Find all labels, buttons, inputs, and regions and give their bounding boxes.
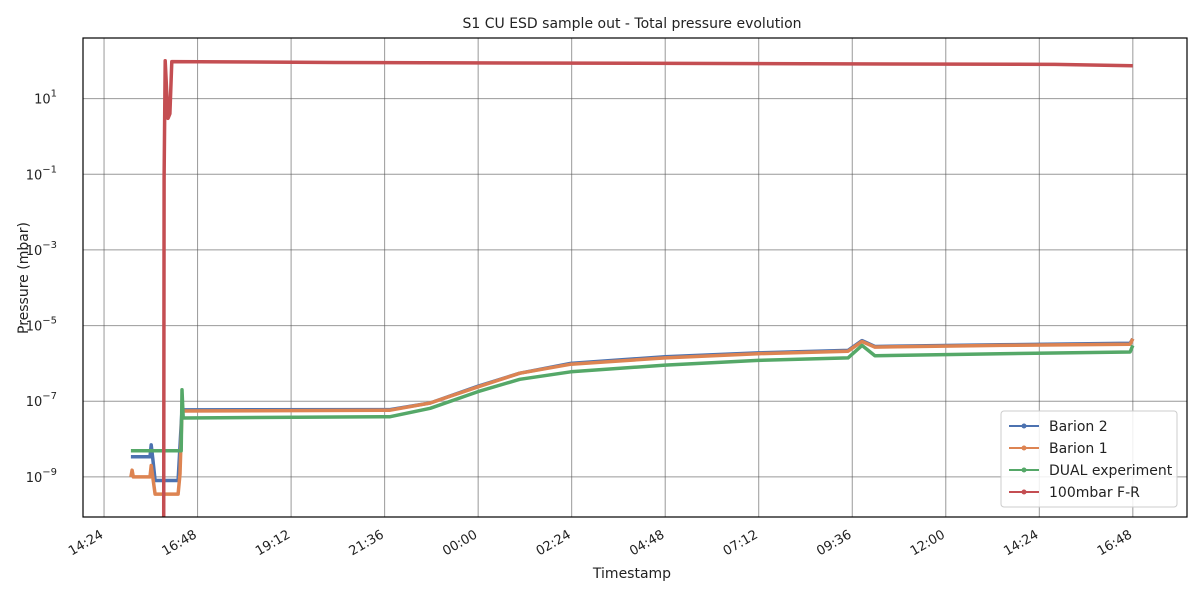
axes-frame (82, 37, 1188, 518)
y-tick-base: 10 (26, 244, 43, 259)
grid (83, 38, 1187, 517)
legend-marker (1021, 423, 1027, 429)
y-tick-exponent: −7 (42, 391, 57, 402)
y-tick-label: 10−7 (26, 391, 57, 410)
y-tick-exponent: −5 (42, 316, 57, 327)
legend-label: 100mbar F-R (1049, 485, 1140, 501)
x-tick-label: 16:48 (160, 527, 200, 559)
x-tick-label: 02:24 (534, 527, 574, 559)
x-tick-label: 07:12 (721, 527, 761, 559)
legend: Barion 2 Barion 1 DUAL experiment 100mbar F… (1000, 410, 1178, 508)
series-line (129, 337, 1135, 496)
x-tick-label: 21:36 (347, 527, 387, 559)
x-tick-label: 00:00 (440, 527, 480, 559)
y-tick-exponent: −3 (42, 240, 57, 251)
y-tick-base: 10 (26, 471, 43, 486)
legend-label: Barion 2 (1049, 419, 1108, 435)
x-axis-label: Timestamp (592, 566, 671, 582)
legend-label: Barion 1 (1049, 441, 1108, 457)
chart-title: S1 CU ESD sample out - Total pressure ev… (462, 16, 801, 32)
y-tick-label: 10−9 (26, 467, 57, 486)
y-tick-label: 101 (34, 89, 57, 108)
series-line (161, 59, 1133, 517)
legend-marker (1021, 489, 1027, 495)
legend-marker (1021, 467, 1027, 473)
legend-box (1000, 410, 1178, 508)
y-tick-exponent: 1 (51, 89, 57, 100)
y-tick-label: 10−1 (26, 164, 57, 183)
x-tick-label: 14:24 (66, 527, 106, 559)
legend-label: DUAL experiment (1049, 463, 1173, 479)
plot-area (129, 59, 1135, 517)
y-tick-exponent: −1 (42, 164, 57, 175)
x-tick-label: 19:12 (253, 527, 293, 559)
ticks: 14:24 16:48 19:12 21:36 00:00 02:24 04:48 07:12… (26, 89, 1135, 560)
legend-marker (1021, 445, 1027, 451)
y-tick-base: 10 (26, 395, 43, 410)
y-tick-exponent: −9 (42, 467, 57, 478)
y-tick-label: 10−3 (26, 240, 57, 259)
y-tick-label: 10−5 (26, 316, 57, 335)
series-line (130, 343, 1135, 453)
x-tick-label: 12:00 (908, 527, 948, 559)
y-tick-base: 10 (26, 168, 43, 183)
y-axis-label: Pressure (mbar) (16, 222, 32, 334)
y-tick-base: 10 (34, 93, 51, 108)
x-tick-label: 09:36 (814, 527, 854, 559)
x-tick-label: 04:48 (627, 527, 667, 559)
x-tick-label: 16:48 (1095, 527, 1135, 559)
y-tick-base: 10 (26, 320, 43, 335)
x-tick-label: 14:24 (1001, 527, 1041, 559)
